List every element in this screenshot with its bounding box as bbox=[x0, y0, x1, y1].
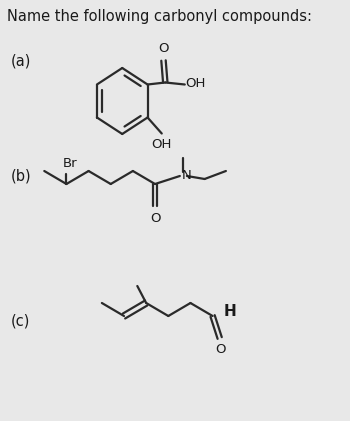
Text: N: N bbox=[182, 168, 191, 181]
Text: O: O bbox=[150, 212, 160, 225]
Text: OH: OH bbox=[152, 138, 172, 150]
Text: O: O bbox=[215, 343, 226, 356]
Text: OH: OH bbox=[186, 77, 206, 90]
Text: (a): (a) bbox=[10, 53, 31, 69]
Text: (c): (c) bbox=[10, 314, 30, 328]
Text: H: H bbox=[223, 304, 236, 319]
Text: (b): (b) bbox=[10, 168, 31, 184]
Text: Br: Br bbox=[63, 157, 77, 170]
Text: Name the following carbonyl compounds:: Name the following carbonyl compounds: bbox=[7, 9, 312, 24]
Text: O: O bbox=[158, 42, 169, 54]
